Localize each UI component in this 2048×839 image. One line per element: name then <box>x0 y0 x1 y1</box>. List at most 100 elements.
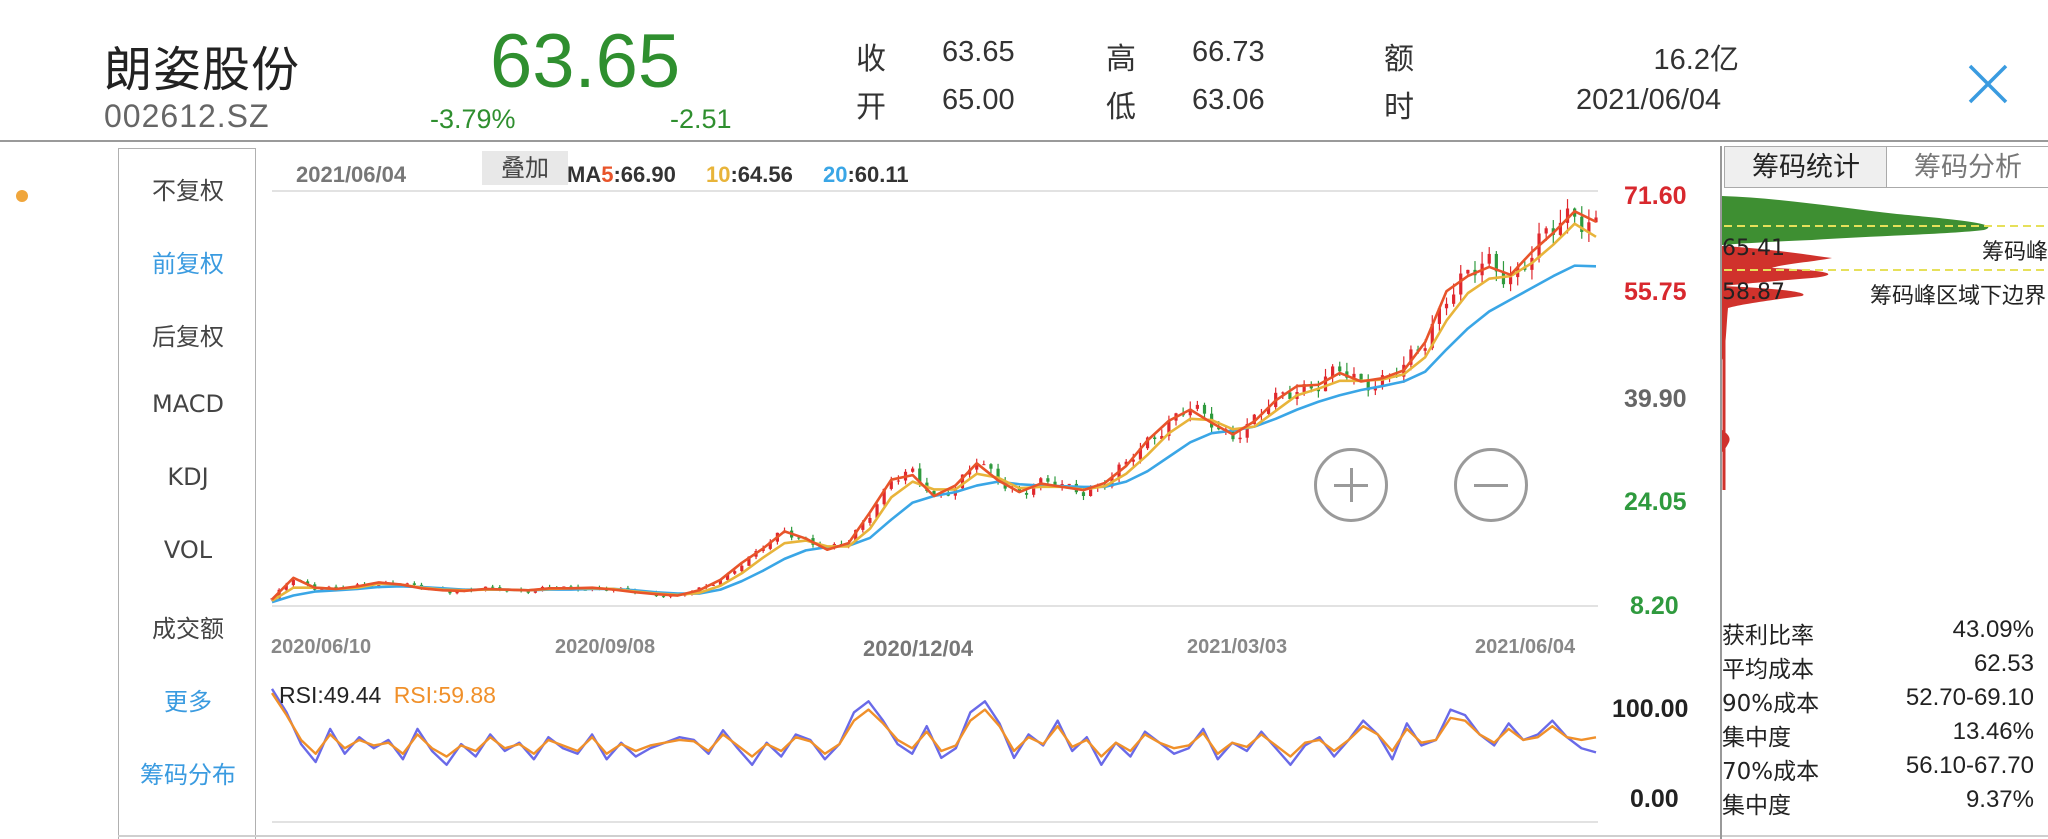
menu-macd[interactable]: MACD <box>152 390 224 418</box>
candle-up <box>861 522 865 530</box>
menu-more[interactable]: 更多 <box>164 688 212 716</box>
candle-down <box>989 464 993 469</box>
candle-up <box>711 584 715 586</box>
ma-legend: MA5:66.90 10:64.56 20:60.11 <box>567 162 909 188</box>
price-tick-2: 55.75 <box>1624 278 1687 306</box>
candle-up <box>1558 222 1563 235</box>
candle-down <box>305 581 310 585</box>
chip-panel: 筹码统计 筹码分析 65.41 筹码峰 58.87 筹码峰区域下边界 获利比率 … <box>1720 146 2048 839</box>
candle-down <box>996 468 1000 483</box>
candle-up <box>854 529 858 544</box>
candle-up <box>875 504 879 518</box>
candle-up <box>889 481 893 489</box>
candle-down <box>448 591 452 594</box>
candle-up <box>1331 366 1335 377</box>
stat-concentration-90-label: 集中度 <box>1722 725 1791 751</box>
zoom-in-button[interactable] <box>1314 448 1388 522</box>
candle-down <box>1053 481 1057 487</box>
kline-chart[interactable] <box>260 145 1600 615</box>
stat-concentration-90-value: 13.46% <box>1952 718 2034 745</box>
menu-no-adjust[interactable]: 不复权 <box>152 177 224 205</box>
change-percent: -3.79% <box>430 104 516 134</box>
ma5-value: :66.90 <box>613 162 676 187</box>
overlay-button[interactable]: 叠加 <box>482 151 568 185</box>
last-price: 63.65 <box>490 19 681 104</box>
candle-down <box>1580 216 1584 232</box>
candle-up <box>1138 448 1143 460</box>
candle-up <box>740 565 744 572</box>
price-tick-4: 24.05 <box>1624 488 1687 516</box>
lower-label: 筹码峰区域下边界 <box>1869 284 2046 309</box>
stock-code: 002612.SZ <box>104 98 270 134</box>
price-tick-top: 71.60 <box>1624 182 1687 210</box>
candle-down <box>1046 478 1050 482</box>
candle-up <box>896 480 901 482</box>
zoom-out-button[interactable] <box>1454 448 1528 522</box>
ma20-line <box>271 264 1597 604</box>
candle-up <box>1302 384 1306 392</box>
candle-down <box>661 596 666 598</box>
stat-70-cost-value: 56.10-67.70 <box>1905 752 2034 779</box>
menu-chip-distribution[interactable]: 筹码分布 <box>140 761 236 789</box>
menu-turnover[interactable]: 成交额 <box>152 615 224 643</box>
price-tick-bottom: 8.20 <box>1630 592 1679 620</box>
candle-up <box>1266 407 1271 414</box>
chip-loss-area-1 <box>1722 246 1832 286</box>
candle-up <box>1487 253 1491 264</box>
candle-up <box>1459 273 1463 295</box>
candle-up <box>1423 348 1427 351</box>
tab-chip-stats[interactable]: 筹码统计 <box>1724 146 1888 188</box>
candle-up <box>1565 208 1570 223</box>
high-label: 高 <box>1106 42 1136 77</box>
menu-vol[interactable]: VOL <box>163 536 213 564</box>
candle-up <box>882 488 886 505</box>
candle-down <box>1202 404 1207 414</box>
ma5-line <box>271 209 1597 601</box>
candle-up <box>1188 408 1192 416</box>
menu-forward-adjust[interactable]: 前复权 <box>152 250 224 278</box>
chip-loss-area-2 <box>1722 286 1804 360</box>
candle-up <box>1452 294 1456 304</box>
rsi2-line <box>270 692 1597 758</box>
candle-up <box>1124 461 1128 465</box>
stat-avg-cost-value: 62.53 <box>1973 650 2034 677</box>
rsi2-value: RSI:59.88 <box>393 682 496 708</box>
candle-up <box>455 591 459 594</box>
candle-down <box>1217 427 1221 430</box>
candle-down <box>932 490 936 495</box>
candle-down <box>1366 380 1370 391</box>
change-amount: -2.51 <box>670 104 732 134</box>
stat-concentration-70-value: 9.37% <box>1965 786 2034 813</box>
high-value: 66.73 <box>1192 36 1265 68</box>
candle-up <box>1067 483 1071 485</box>
candle-up <box>1587 222 1591 232</box>
candle-up <box>733 571 737 574</box>
close-icon[interactable] <box>1960 56 2016 112</box>
x-tick-4: 2021/03/03 <box>1187 636 1288 658</box>
menu-backward-adjust[interactable]: 后复权 <box>152 323 224 351</box>
candle-down <box>797 537 801 539</box>
low-label: 低 <box>1106 90 1136 125</box>
x-tick-1: 2020/06/10 <box>271 636 372 658</box>
candle-down <box>412 583 416 585</box>
candle-up <box>982 464 986 466</box>
peak-label: 筹码峰 <box>1981 240 2048 265</box>
candle-down <box>334 586 338 588</box>
tab-chip-analysis[interactable]: 筹码分析 <box>1886 146 2048 188</box>
candle-up <box>725 573 730 580</box>
candle-up <box>1238 437 1242 440</box>
rsi1-value: RSI:49.44 <box>279 682 382 708</box>
ma5-prefix: MA <box>567 162 602 187</box>
menu-kdj[interactable]: KDJ <box>167 463 209 491</box>
candle-down <box>569 586 573 588</box>
candle-up <box>1352 373 1356 378</box>
candle-up <box>1160 436 1164 440</box>
quote-header: 朗姿股份 002612.SZ 63.65 -3.79% -2.51 收 63.6… <box>0 0 2048 142</box>
candle-down <box>1288 392 1292 399</box>
candle-up <box>1167 420 1171 437</box>
candle-up <box>1323 376 1328 392</box>
price-tick-mid: 39.90 <box>1624 385 1687 413</box>
close-label: 收 <box>856 42 886 77</box>
candle-up <box>868 517 872 523</box>
time-label: 时 <box>1384 90 1414 125</box>
